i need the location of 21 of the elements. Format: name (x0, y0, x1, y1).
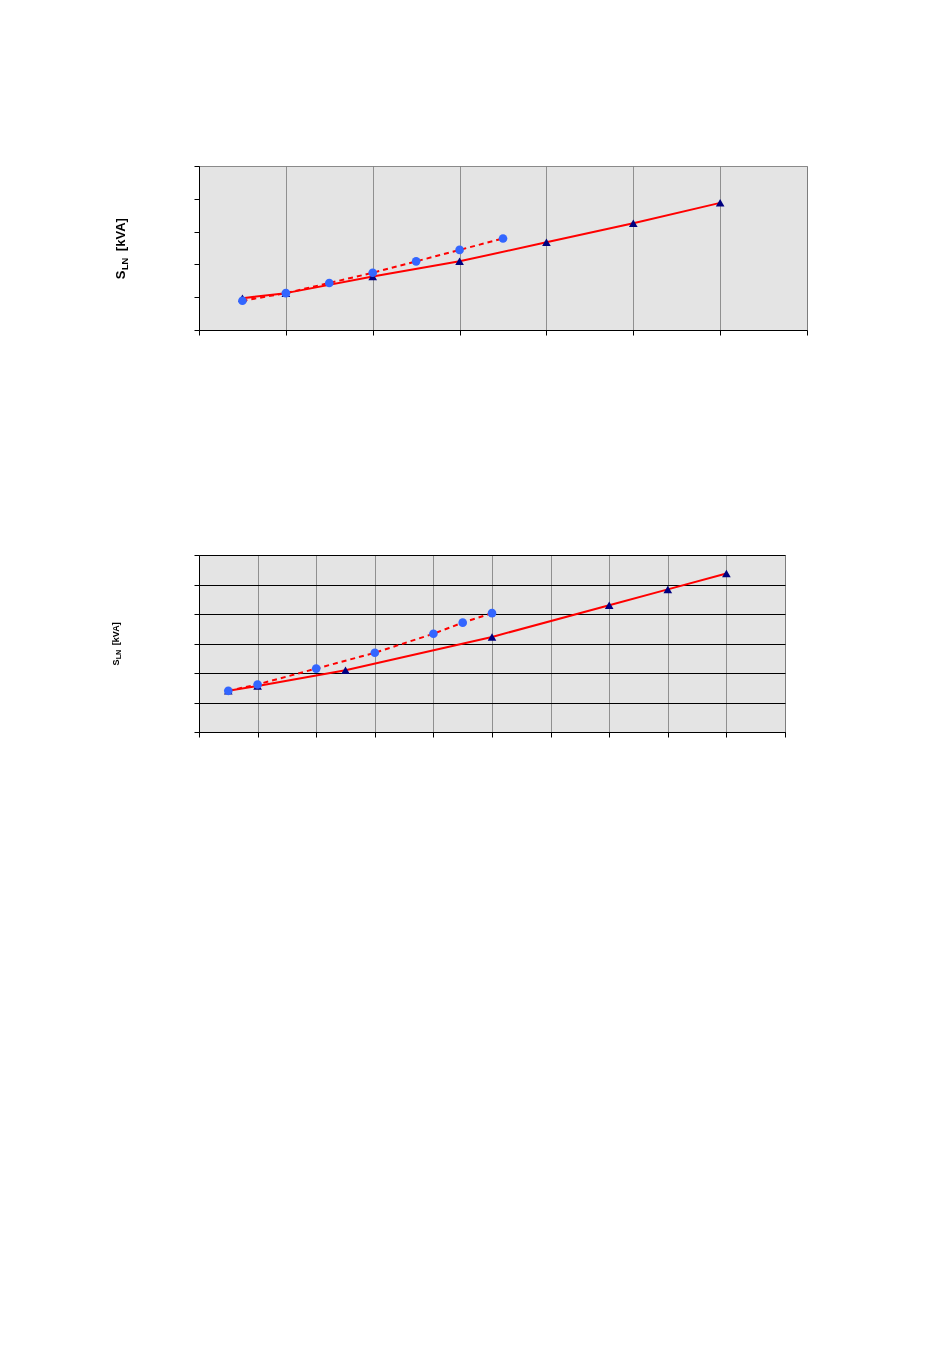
point (487, 633, 497, 641)
point (604, 601, 614, 609)
point (498, 234, 508, 243)
point (311, 664, 321, 673)
point (341, 666, 350, 674)
point (370, 648, 380, 658)
point (542, 238, 551, 247)
point (458, 618, 468, 627)
point (715, 199, 725, 207)
point (487, 608, 497, 618)
point (663, 585, 673, 594)
point (368, 268, 378, 278)
y-axis-title: SLN [kVA] (113, 218, 130, 280)
point (238, 296, 247, 306)
point (455, 257, 464, 266)
point (429, 629, 438, 639)
point (628, 219, 638, 227)
point (722, 569, 731, 578)
point (455, 245, 464, 255)
point (324, 278, 334, 288)
point (411, 257, 421, 266)
